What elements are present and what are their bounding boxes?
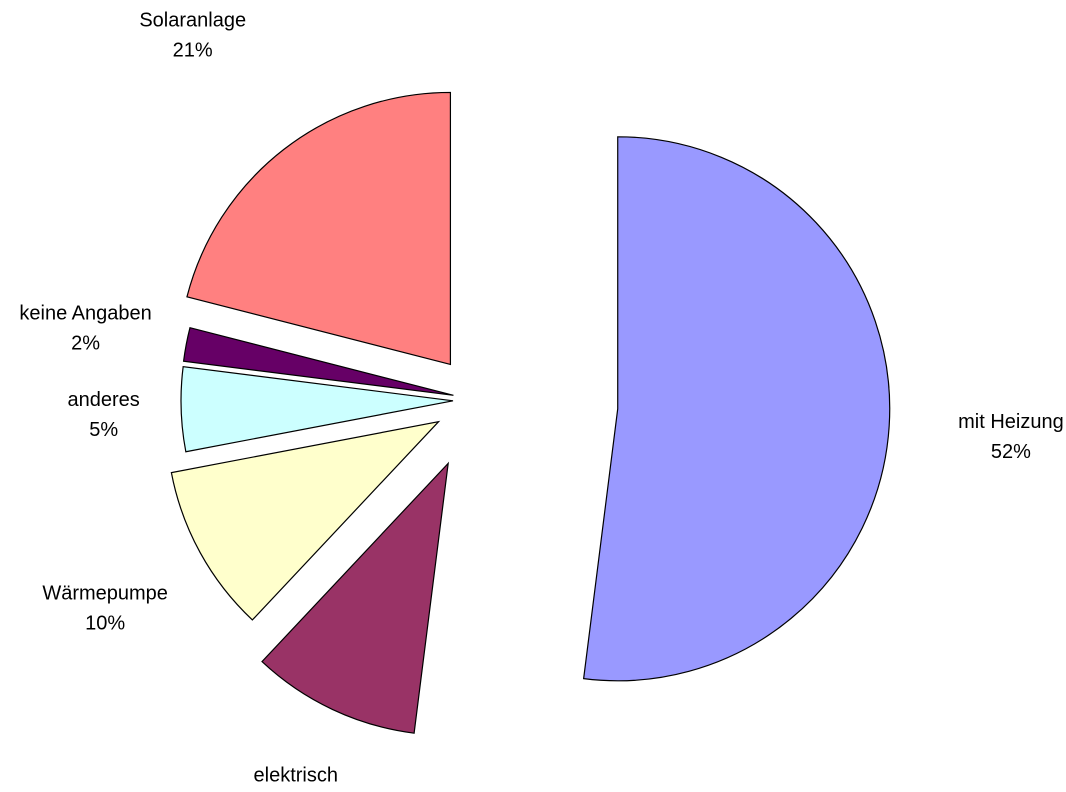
pie-slice [582,136,891,682]
slice-value-label: 21% [173,39,213,61]
pie-slice [186,91,452,366]
slice-label: Solaranlage [139,9,246,31]
pie-slice [182,326,454,396]
pie-slice [261,461,450,734]
slice-value-label: 2% [71,332,100,354]
slice-label: mit Heizung [958,411,1064,433]
slice-label: anderes [68,389,140,411]
slice-label: elektrisch [254,765,338,787]
slice-value-label: 10% [85,612,125,634]
pie-slice [170,420,441,621]
slice-label: keine Angaben [19,302,151,324]
pie-slice [180,366,454,453]
slice-value-label: 52% [991,441,1031,463]
slice-label: Wärmepumpe [42,582,168,604]
slice-value-label: 5% [89,419,118,441]
